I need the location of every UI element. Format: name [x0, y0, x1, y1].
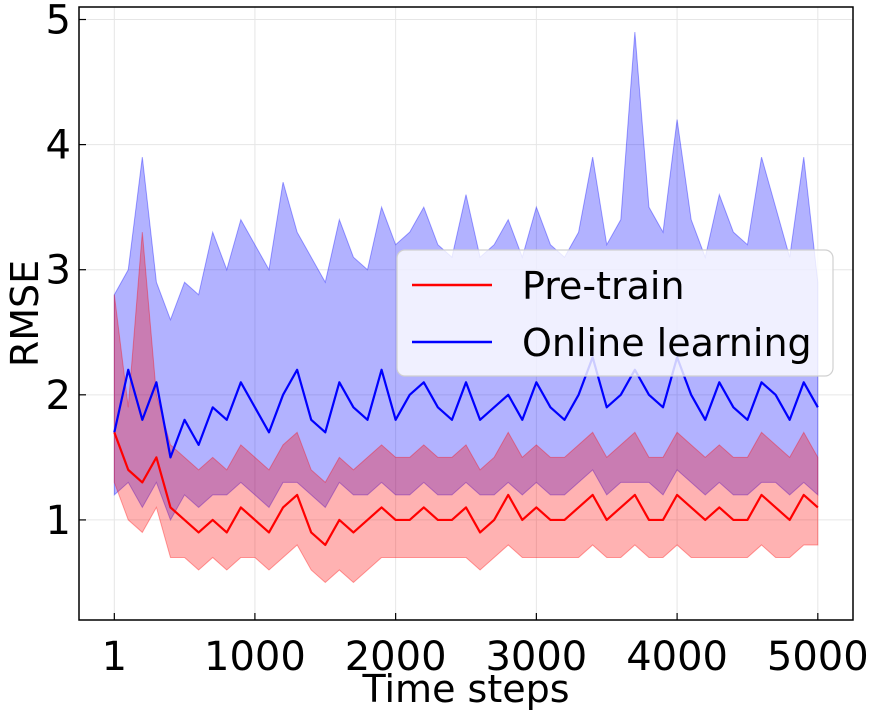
band-pre-train — [113, 232, 819, 584]
plot-frame — [78, 6, 854, 621]
x-tick-label: 5000 — [767, 634, 869, 680]
legend-label-pre-train: Pre-train — [522, 264, 685, 308]
y-tick-label: 1 — [46, 498, 71, 544]
legend: Pre-train Online learning — [396, 249, 834, 377]
x-tick-label: 1 — [102, 634, 127, 680]
y-axis-ticks: 1 2 3 4 5 — [46, 0, 86, 544]
series-lines — [113, 356, 819, 547]
x-tick-label: 2000 — [345, 634, 447, 680]
line-online-learning — [113, 356, 819, 459]
x-tick-label: 1000 — [204, 634, 306, 680]
x-tick-label: 3000 — [485, 634, 587, 680]
x-axis-ticks: 1 1000 2000 3000 4000 5000 — [102, 613, 869, 680]
legend-box — [396, 249, 834, 377]
y-tick-label: 3 — [46, 248, 71, 294]
y-axis-label: RMSE — [3, 260, 47, 367]
y-tick-label: 4 — [46, 123, 71, 169]
x-axis-label: Time steps — [361, 667, 569, 711]
line-pre-train — [113, 431, 819, 547]
x-tick-label: 4000 — [626, 634, 728, 680]
y-tick-label: 5 — [46, 0, 71, 44]
y-tick-label: 2 — [46, 373, 71, 419]
legend-label-online-learning: Online learning — [522, 321, 812, 365]
